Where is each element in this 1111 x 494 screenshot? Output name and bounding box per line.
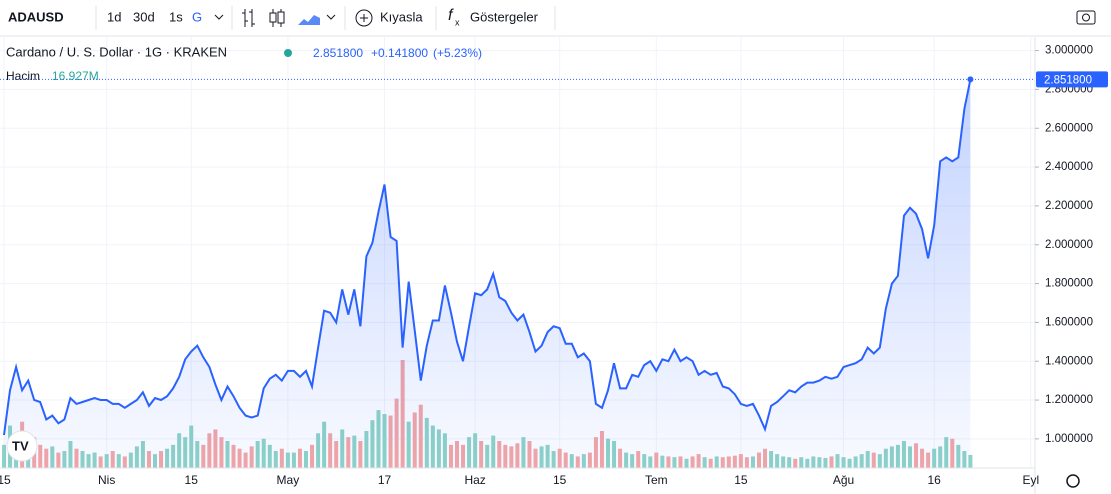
x-tick-label: 15 (0, 473, 11, 487)
y-tick-label: 1.800000 (1045, 278, 1093, 290)
settings-icon[interactable] (1066, 474, 1080, 488)
compare-icon[interactable] (355, 9, 373, 27)
candles-icon (277, 11, 285, 24)
y-tick-label: 1.200000 (1045, 394, 1093, 406)
x-tick-label: Ağu (833, 473, 854, 487)
compare-icon (360, 14, 368, 22)
x-tick-label: Eyl (1022, 473, 1039, 487)
volume-value: 16.927M (52, 69, 99, 83)
x-tick-label: Haz (464, 473, 485, 487)
plot (0, 37, 1035, 469)
candles-icon (269, 12, 277, 23)
x-tick-label: May (277, 473, 300, 487)
interval[interactable]: 30d (133, 9, 155, 24)
snapshot-icon[interactable] (1076, 10, 1096, 25)
interval-menu[interactable] (214, 14, 224, 20)
line (3, 79, 972, 436)
x-tick-label: 15 (734, 473, 748, 487)
area-icon[interactable] (298, 15, 320, 25)
x-tick-label: 15 (185, 473, 199, 487)
y-tick-label: 1.400000 (1045, 355, 1093, 367)
last-price-tag (1036, 71, 1108, 88)
chart-title: Cardano / U. S. Dollar · 1G · KRAKEN (6, 44, 227, 59)
y-tick-label: 2.000000 (1045, 239, 1093, 251)
symbol[interactable]: ADAUSD (8, 9, 64, 24)
last-price: 2.851800 (313, 46, 363, 60)
x-tick-label: 15 (553, 473, 567, 487)
x-tick-label: Nis (98, 473, 115, 487)
change: +0.141800 (371, 46, 428, 60)
interval-active[interactable]: G (192, 9, 202, 24)
y-tick-label: 2.200000 (1045, 200, 1093, 212)
snapshot-icon (1082, 13, 1090, 22)
y-tick-label: 2.400000 (1045, 161, 1093, 173)
x-tick-label: 17 (378, 473, 392, 487)
compare[interactable]: Kıyasla (380, 9, 423, 24)
bars-icon[interactable] (242, 9, 255, 27)
logo: TV (12, 438, 29, 453)
volume-name: Hacim (6, 69, 40, 83)
y-tick-label: 2.600000 (1045, 122, 1093, 134)
chart-type-menu[interactable] (326, 14, 336, 20)
x-tick-label: Tem (645, 473, 668, 487)
interval[interactable]: 1d (107, 9, 121, 24)
y-tick-label: 1.000000 (1045, 433, 1093, 445)
last-point (967, 76, 974, 83)
last-price-tag-label: 2.851800 (1044, 74, 1092, 86)
area (4, 79, 971, 469)
indicators-icon: x (455, 17, 460, 27)
market-status (284, 49, 292, 57)
indicators-icon[interactable]: f (448, 7, 454, 24)
x-tick-label: 16 (927, 473, 941, 487)
interval[interactable]: 1s (169, 9, 183, 24)
y-tick-label: 3.000000 (1045, 45, 1093, 57)
y-tick-label: 1.600000 (1045, 316, 1093, 328)
logo (6, 430, 38, 462)
indicators[interactable]: Göstergeler (470, 9, 539, 24)
change-pct: (+5.23%) (433, 46, 482, 60)
